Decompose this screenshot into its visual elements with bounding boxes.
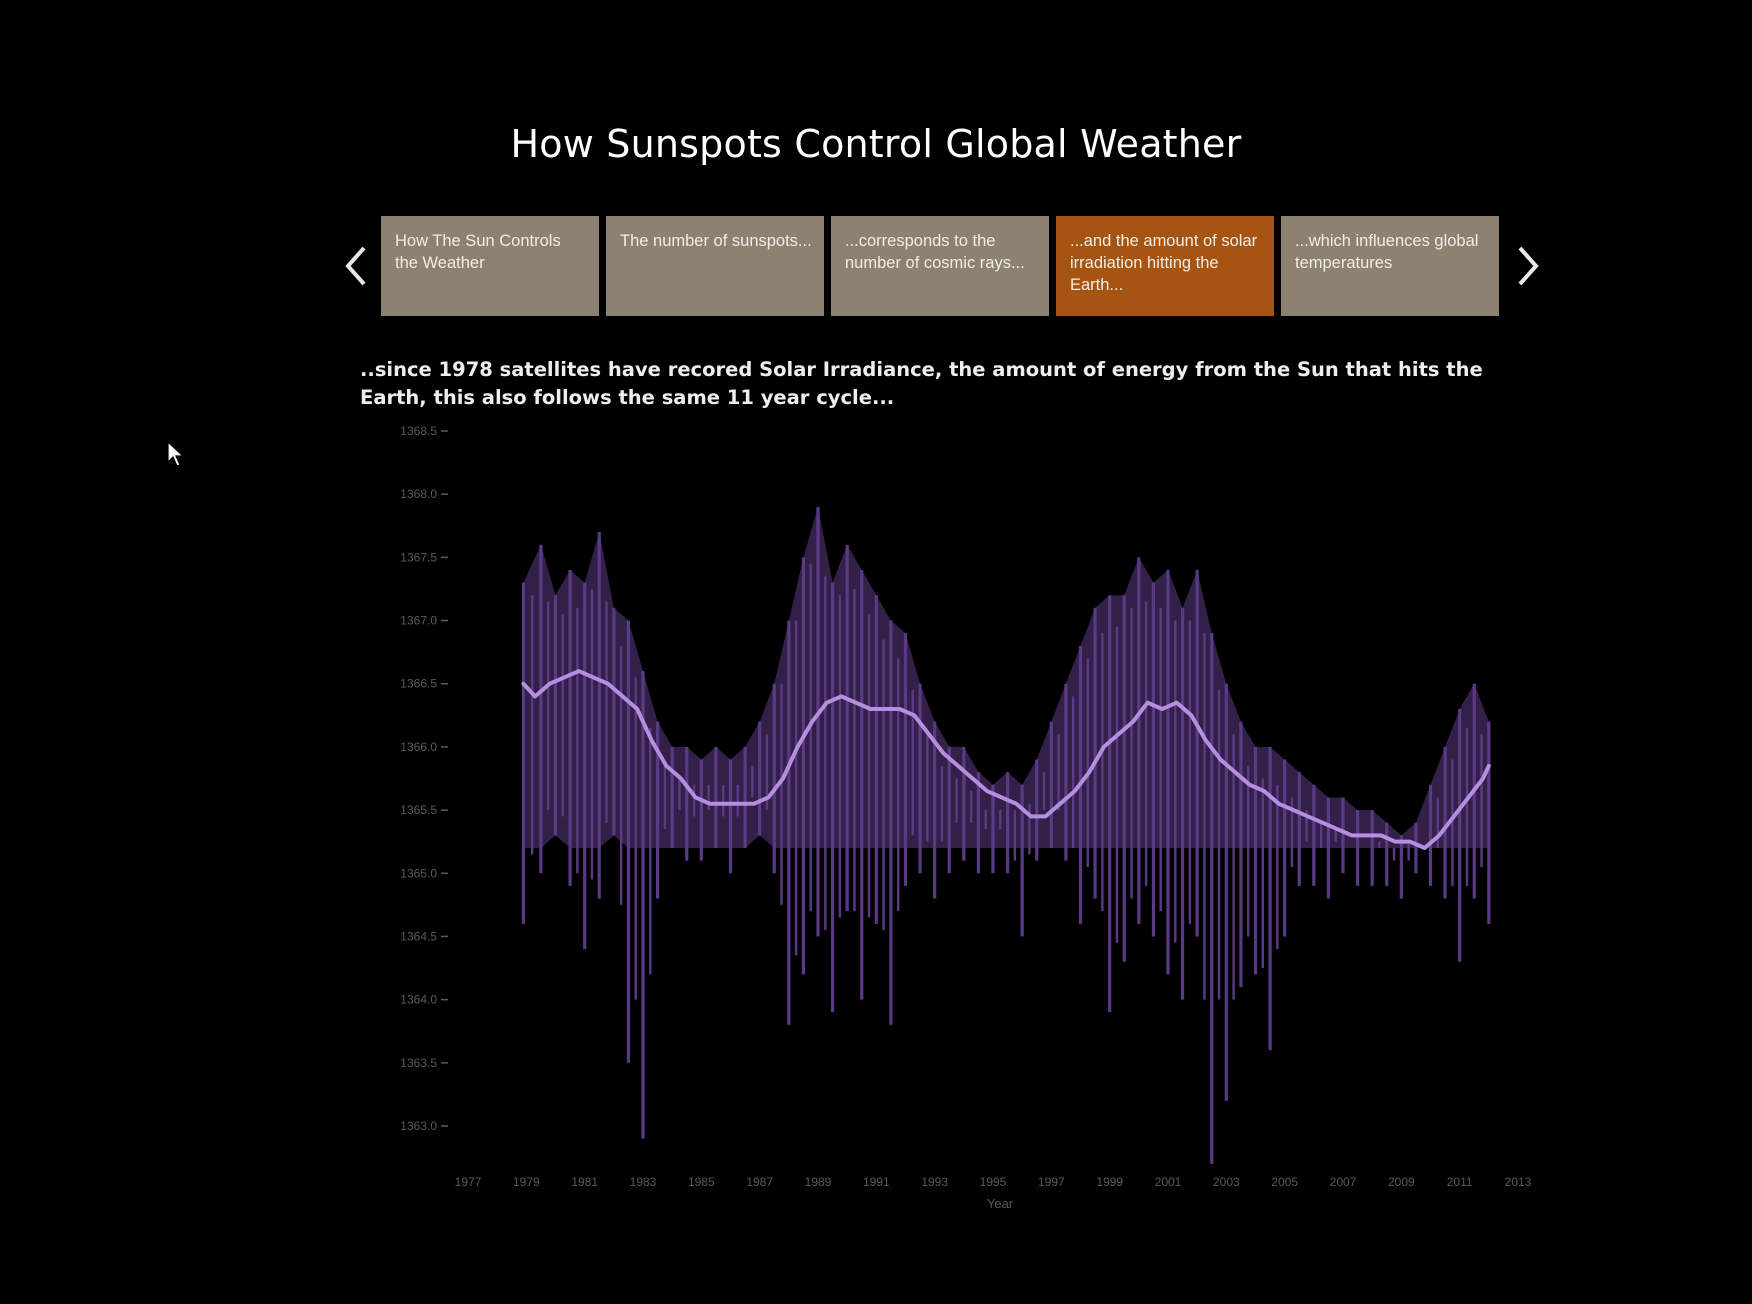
story-tab-1[interactable]: How The Sun Controls the Weather (381, 216, 599, 316)
mouse-cursor-icon (166, 440, 188, 470)
x-tick-label: 1979 (513, 1175, 540, 1189)
x-tick-label: 2003 (1213, 1175, 1240, 1189)
x-tick-label: 1977 (455, 1175, 482, 1189)
irradiance-smoothed-line (521, 669, 1491, 850)
y-tick-label: 1364.0 (400, 993, 437, 1007)
x-tick-label: 2007 (1330, 1175, 1357, 1189)
y-tick-label: 1368.5 (400, 424, 437, 438)
story-tab-label: ...corresponds to the number of cosmic r… (845, 232, 1025, 272)
previous-story-point-button[interactable] (336, 238, 376, 294)
x-tick-label: 1987 (746, 1175, 773, 1189)
irradiance-band-fill (523, 506, 1489, 848)
x-axis-title: Year (987, 1196, 1014, 1211)
chevron-left-icon (345, 246, 366, 286)
y-tick-label: 1367.5 (400, 550, 437, 564)
x-tick-label: 2005 (1271, 1175, 1298, 1189)
x-tick-label: 2011 (1447, 1175, 1473, 1189)
story-tab-label: ...and the amount of solar irradiation h… (1070, 232, 1258, 294)
x-tick-label: 1997 (1038, 1175, 1065, 1189)
x-tick-label: 2001 (1155, 1175, 1182, 1189)
x-tick-label: 1981 (571, 1175, 598, 1189)
x-tick-label: 1999 (1096, 1175, 1123, 1189)
y-tick-label: 1368.0 (400, 487, 437, 501)
x-tick-label: 1995 (980, 1175, 1007, 1189)
y-tick-label: 1363.0 (400, 1119, 437, 1133)
y-tick-label: 1363.5 (400, 1056, 437, 1070)
x-tick-label: 1989 (805, 1175, 832, 1189)
x-tick-label: 1993 (921, 1175, 948, 1189)
y-tick-label: 1367.0 (400, 614, 437, 628)
x-tick-label: 2009 (1388, 1175, 1415, 1189)
page-title: How Sunspots Control Global Weather (510, 122, 1242, 166)
story-caption: ..since 1978 satellites have recored Sol… (360, 358, 1483, 409)
y-tick-label: 1365.5 (400, 803, 437, 817)
x-tick-label: 1985 (688, 1175, 715, 1189)
x-tick-label: 1983 (630, 1175, 657, 1189)
x-tick-label: 1991 (863, 1175, 890, 1189)
story-tab-label: The number of sunspots... (620, 232, 812, 250)
y-tick-label: 1366.0 (400, 740, 437, 754)
x-tick-label: 2013 (1505, 1175, 1532, 1189)
story-tab-3[interactable]: ...corresponds to the number of cosmic r… (831, 216, 1049, 316)
story-tab-4-active[interactable]: ...and the amount of solar irradiation h… (1056, 216, 1274, 316)
y-tick-label: 1365.0 (400, 866, 437, 880)
y-tick-label: 1366.5 (400, 677, 437, 691)
story-tab-5[interactable]: ...which influences global temperatures (1281, 216, 1499, 316)
story-tab-label: ...which influences global temperatures (1295, 232, 1479, 272)
story-tab-label: How The Sun Controls the Weather (395, 232, 561, 272)
y-tick-label: 1364.5 (400, 929, 437, 943)
story-tab-2[interactable]: The number of sunspots... (606, 216, 824, 316)
next-story-point-button[interactable] (1508, 238, 1548, 294)
chevron-right-icon (1518, 246, 1539, 286)
